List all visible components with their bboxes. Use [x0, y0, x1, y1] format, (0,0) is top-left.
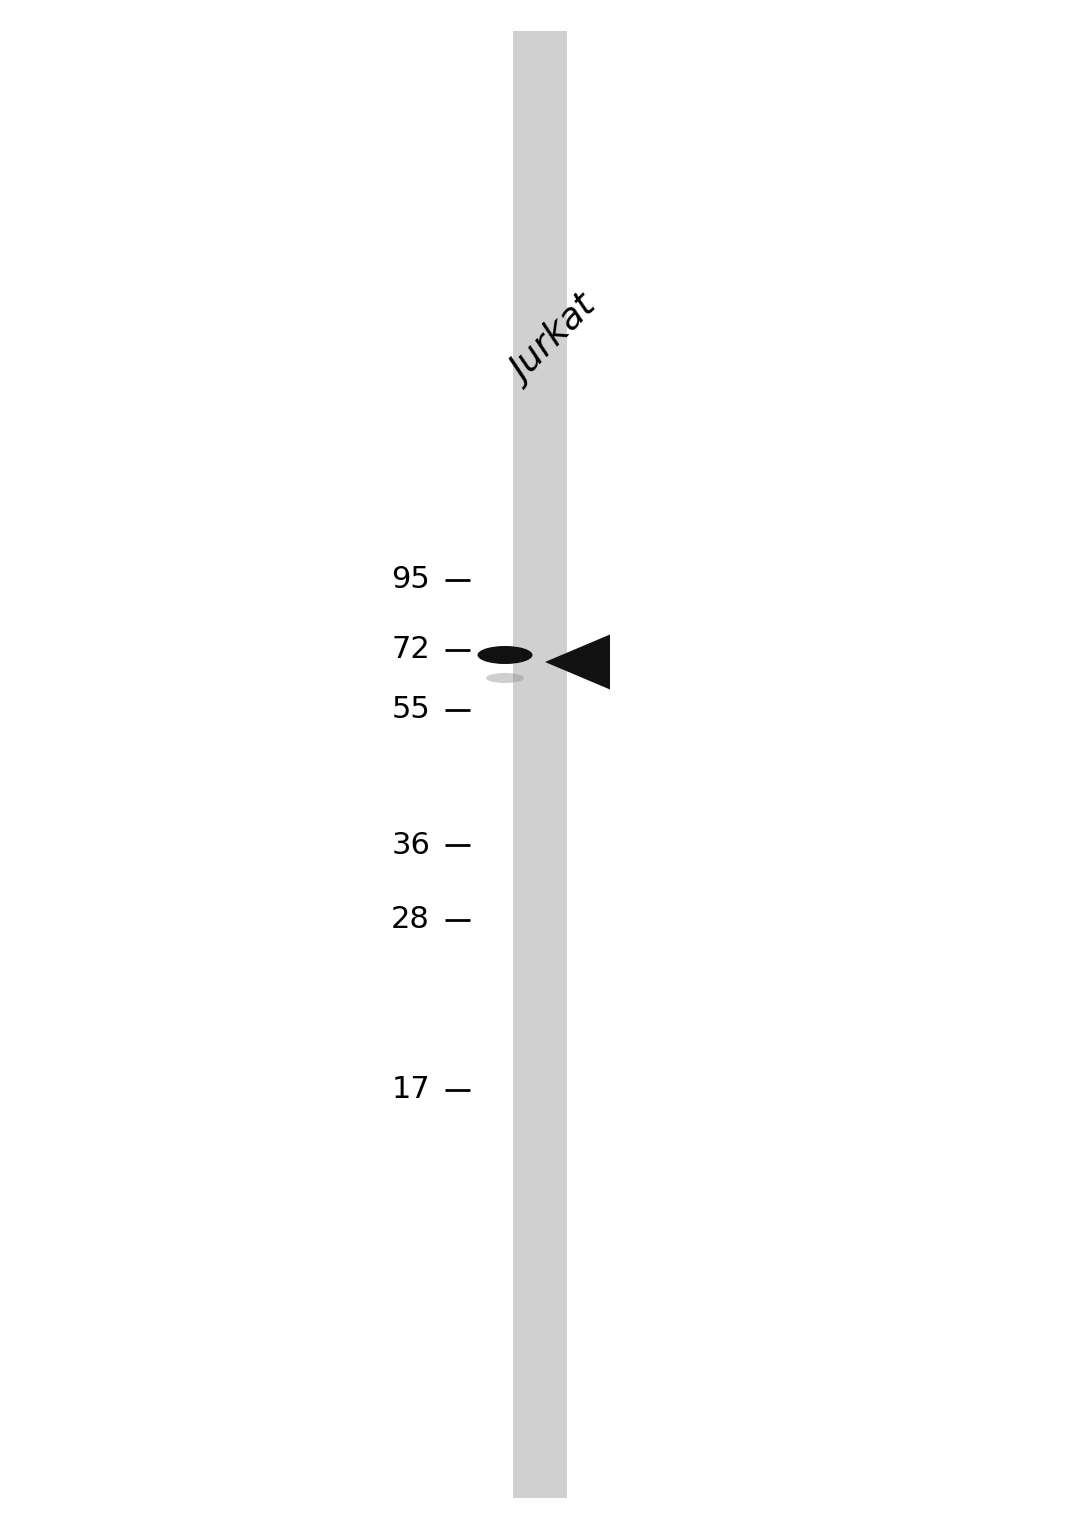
- Text: 55: 55: [391, 696, 430, 725]
- Text: 17: 17: [391, 1075, 430, 1104]
- Bar: [513, 31, 567, 1498]
- Text: 72: 72: [391, 636, 430, 665]
- Ellipse shape: [477, 645, 532, 664]
- Text: 95: 95: [391, 566, 430, 595]
- Text: 36: 36: [391, 830, 430, 859]
- Text: 28: 28: [391, 905, 430, 934]
- Ellipse shape: [486, 673, 524, 683]
- Text: Jurkat: Jurkat: [505, 292, 605, 390]
- Polygon shape: [545, 635, 610, 690]
